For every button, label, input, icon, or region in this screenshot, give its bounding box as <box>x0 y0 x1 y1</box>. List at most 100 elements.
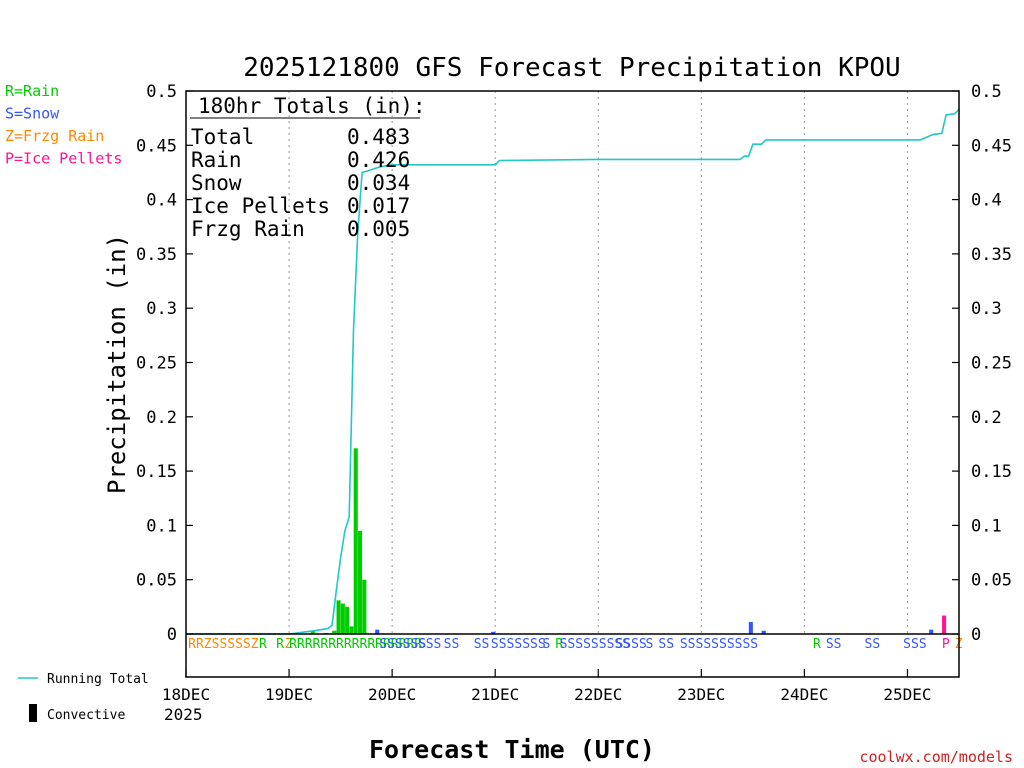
y-tick-label-left: 0.2 <box>146 408 177 428</box>
precip-type-marker: R <box>259 637 267 652</box>
y-tick-label-right: 0 <box>971 625 981 645</box>
totals-row-label: Total <box>191 125 254 149</box>
precip-bar <box>345 606 350 634</box>
precip-type-legend-item: S=Snow <box>5 105 60 123</box>
precip-bar <box>491 631 496 634</box>
totals-row-value: 0.426 <box>347 148 410 172</box>
totals-row-label: Ice Pellets <box>191 194 330 218</box>
precip-bar <box>310 630 315 634</box>
totals-row-value: 0.483 <box>347 125 410 149</box>
precip-type-marker: R <box>813 637 821 652</box>
precip-type-marker: R <box>276 637 284 652</box>
precip-type-marker: Z <box>285 637 293 652</box>
y-tick-label-left: 0.5 <box>146 82 177 102</box>
running-total-line <box>186 108 960 635</box>
precip-type-marker: SS <box>865 637 881 652</box>
precip-type-marker: SSS <box>418 637 441 652</box>
precip-type-legend-item: Z=Frzg Rain <box>5 127 104 145</box>
y-tick-label-left: 0.25 <box>136 354 177 374</box>
x-tick-label: 18DEC <box>162 685 210 704</box>
precip-bars <box>310 448 947 634</box>
precip-type-marker: R <box>555 637 563 652</box>
totals-box: 180hr Totals (in): Total 0.483 Rain 0.426 Sn… <box>190 94 426 241</box>
y-tick-label-left: 0.05 <box>136 571 177 591</box>
chart-title: 2025121800 GFS Forecast Precipitation KP… <box>243 53 900 83</box>
x-axis-label: Forecast Time (UTC) <box>369 735 655 764</box>
y-axis-label: Precipitation (in) <box>103 234 131 494</box>
precip-bar <box>332 630 337 634</box>
precip-type-legend: R=Rain S=Snow Z=Frzg Rain P=Ice Pellets <box>5 82 122 168</box>
y-tick-label-left: 0.15 <box>136 462 177 482</box>
precip-type-marker: RRRRRRRRRRRRRRRRR <box>289 637 422 652</box>
totals-row-value: 0.017 <box>347 194 410 218</box>
totals-row-label: Snow <box>191 171 242 195</box>
precip-type-marker: S <box>646 637 654 652</box>
y-tick-label-right: 0.35 <box>971 245 1012 265</box>
y-tick-label-right: 0.5 <box>971 82 1002 102</box>
precip-bar <box>761 630 766 634</box>
convective-legend-swatch <box>29 704 37 722</box>
precip-type-marker: SS <box>444 637 460 652</box>
y-tick-label-right: 0.2 <box>971 408 1002 428</box>
y-axis-left: 0 0.05 0.1 0.15 0.2 0.25 0.3 0.35 0.4 0.45 0.5 <box>136 82 193 645</box>
precip-type-legend-item: P=Ice Pellets <box>5 150 122 168</box>
precip-type-marker: SSSS <box>615 637 646 652</box>
plot-frame <box>185 90 960 678</box>
y-tick-label-right: 0.3 <box>971 299 1002 319</box>
totals-row-label: Rain <box>191 148 242 172</box>
totals-row-value: 0.005 <box>347 217 410 241</box>
x-tick-label: 24DEC <box>780 685 828 704</box>
y-tick-label-left: 0.4 <box>146 191 177 211</box>
convective-legend-label: Convective <box>47 708 125 723</box>
totals-header: 180hr Totals (in): <box>198 94 426 118</box>
x-tick-label: 21DEC <box>471 685 519 704</box>
y-tick-label-right: 0.05 <box>971 571 1012 591</box>
precip-type-marker: SS <box>474 637 490 652</box>
precip-bar <box>362 579 367 634</box>
precip-bar <box>353 448 358 634</box>
y-tick-label-left: 0.3 <box>146 299 177 319</box>
running-total-legend-label: Running Total <box>47 672 149 687</box>
y-tick-label-left: 0.35 <box>136 245 177 265</box>
precip-type-marker: SSS <box>903 637 926 652</box>
totals-row-label: Frzg Rain <box>191 217 305 241</box>
precip-type-legend-item: R=Rain <box>5 82 59 100</box>
precip-bar <box>340 603 345 634</box>
y-tick-label-right: 0.45 <box>971 136 1012 156</box>
y-tick-label-right: 0.1 <box>971 516 1002 536</box>
precip-type-marker: RRZSSSSSZ <box>188 637 259 652</box>
precip-bar <box>929 629 934 634</box>
gridlines <box>288 91 908 634</box>
precip-bar <box>336 600 341 634</box>
credit-text: coolwx.com/models <box>859 748 1013 766</box>
precip-bar <box>375 629 380 634</box>
x-tick-sublabel: 2025 <box>164 705 203 724</box>
x-tick-label: 23DEC <box>677 685 725 704</box>
x-tick-label: 22DEC <box>574 685 622 704</box>
precip-bar <box>748 622 753 634</box>
y-tick-label-right: 0.25 <box>971 354 1012 374</box>
precip-type-marker: SSSSSSSSSS <box>680 637 758 652</box>
y-tick-label-left: 0.45 <box>136 136 177 156</box>
precip-type-marker: S <box>542 637 550 652</box>
precip-type-marker: SS <box>658 637 674 652</box>
precip-type-marker: P <box>942 637 950 652</box>
precip-bar <box>357 530 363 634</box>
precip-bar <box>349 626 354 634</box>
totals-row-value: 0.034 <box>347 171 410 195</box>
precip-type-marker: SSSSSSS <box>491 637 546 652</box>
y-tick-label-right: 0.4 <box>971 191 1002 211</box>
y-tick-label-right: 0.15 <box>971 462 1012 482</box>
precip-bar <box>942 615 947 634</box>
y-tick-label-left: 0 <box>167 625 177 645</box>
precip-type-marker: SSSSSS <box>379 637 426 652</box>
y-tick-label-left: 0.1 <box>146 516 177 536</box>
y-axis-right: 0 0.05 0.1 0.15 0.2 0.25 0.3 0.35 0.4 0.45 0.5 <box>952 82 1012 645</box>
precip-type-marker: SSSSSSSSS <box>560 637 630 652</box>
x-tick-label: 20DEC <box>368 685 416 704</box>
precip-type-marker: SS <box>826 637 842 652</box>
x-tick-label: 25DEC <box>883 685 931 704</box>
